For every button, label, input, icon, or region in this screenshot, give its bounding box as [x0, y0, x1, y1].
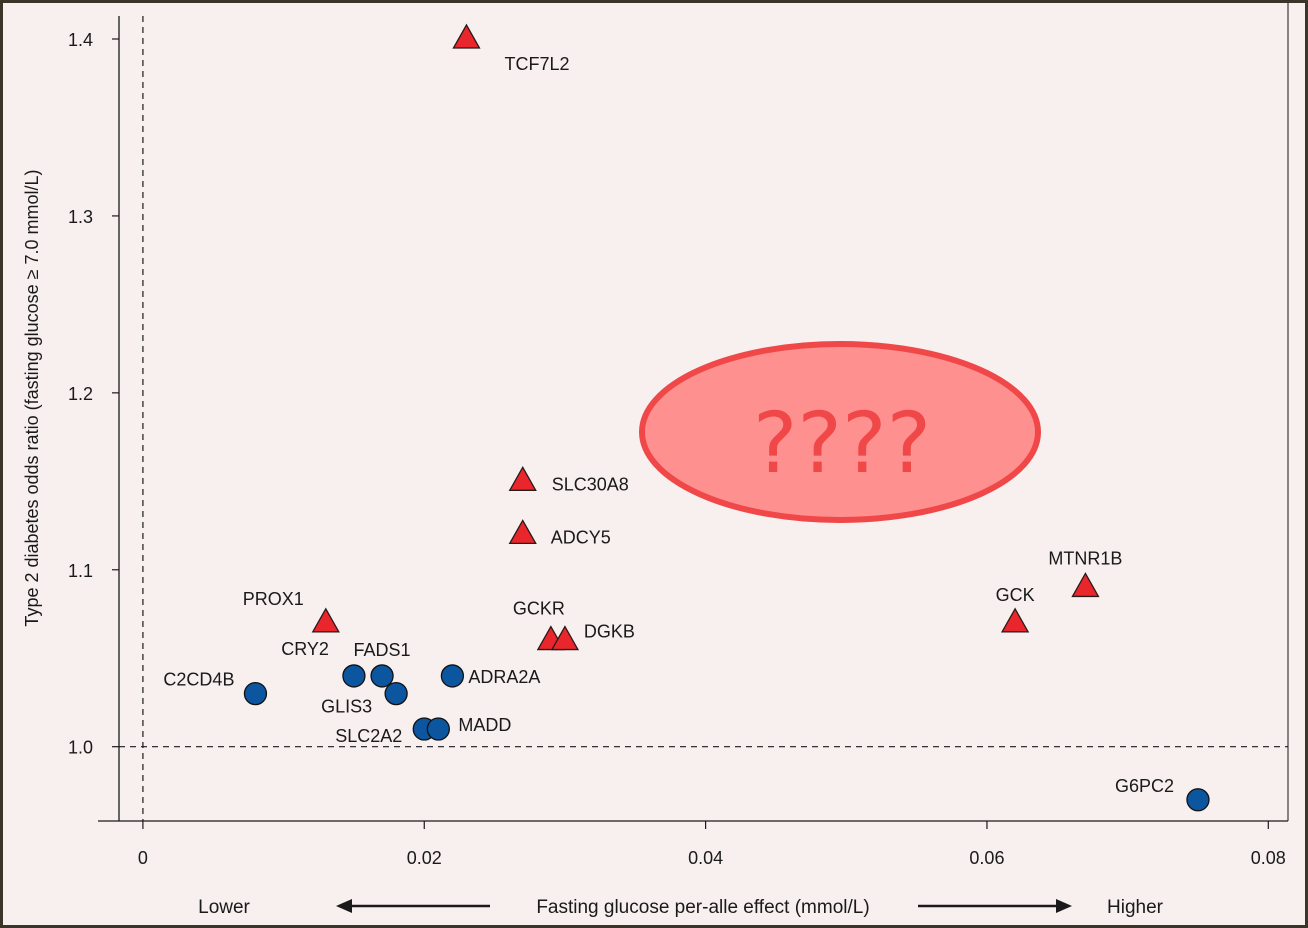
point-label-madd: MADD	[458, 715, 511, 735]
triangle-marker-tcf7l2	[452, 23, 481, 49]
point-label-adcy5: ADCY5	[551, 527, 611, 547]
x-axis-label: Fasting glucose per-alle effect (mmol/L)	[536, 897, 869, 918]
point-label-fads1: FADS1	[354, 640, 411, 660]
y-tick-label: 1.0	[68, 738, 93, 758]
triangle-marker-adcy5	[508, 519, 537, 545]
point-label-adra2a: ADRA2A	[468, 667, 540, 687]
x-tick-label: 0.04	[688, 848, 723, 868]
point-label-c2cd4b: C2CD4B	[163, 670, 234, 690]
circle-marker-adra2a	[440, 664, 465, 688]
x-tick-label: 0	[138, 848, 148, 868]
circle-marker-g6pc2	[1186, 788, 1210, 812]
mask-ellipse	[639, 341, 1041, 523]
y-tick-label: 1.3	[68, 207, 93, 227]
y-tick-label: 1.2	[68, 384, 93, 404]
point-label-mtnr1b: MTNR1B	[1048, 548, 1122, 568]
scatter-chart: 0 0.02 0.04 0.06 0.08 1.0 1.1 1.2 1.3 1.4 TCF7L2…	[22, 3, 1289, 918]
x-axis-footer: Lower Fasting glucose per-alle effect (m…	[198, 897, 1164, 918]
point-label-g6pc2: G6PC2	[1115, 776, 1174, 796]
x-tick-label: 0.06	[969, 848, 1004, 868]
circle-marker-cry2	[342, 664, 366, 688]
x-axis-ticks: 0 0.02 0.04 0.06 0.08	[138, 821, 1286, 868]
mask-text: ????	[753, 394, 931, 492]
arrow-right-icon	[918, 899, 1072, 913]
point-label-slc30a8: SLC30A8	[552, 474, 629, 494]
point-label-slc2a2: SLC2A2	[335, 726, 402, 746]
y-axis-ticks: 1.0 1.1 1.2 1.3 1.4	[68, 30, 119, 758]
triangle-marker-prox1	[311, 607, 340, 633]
point-label-tcf7l2: TCF7L2	[504, 54, 569, 74]
point-label-cry2: CRY2	[281, 639, 329, 659]
point-label-prox1: PROX1	[243, 589, 304, 609]
masked-annotation: ????	[639, 341, 1041, 523]
point-label-gck: GCK	[996, 585, 1035, 605]
point-label-dgkb: DGKB	[584, 622, 635, 642]
y-tick-label: 1.4	[68, 30, 93, 50]
triangle-marker-slc30a8	[508, 465, 537, 491]
chart-frame: 0 0.02 0.04 0.06 0.08 1.0 1.1 1.2 1.3 1.4 TCF7L2…	[3, 3, 1305, 925]
point-label-gckr: GCKR	[513, 599, 565, 619]
arrow-left-icon	[336, 899, 490, 913]
triangle-marker-gck	[1000, 607, 1030, 633]
y-axis-label: Type 2 diabetes odds ratio (fasting gluc…	[22, 169, 42, 626]
x-tick-label: 0.08	[1251, 848, 1286, 868]
data-points: TCF7L2 SLC30A8 ADCY5 PROX1 GCKR DGKB GCK MTNR1B…	[163, 23, 1210, 812]
circle-marker-c2cd4b	[243, 681, 268, 706]
circle-marker-madd	[426, 717, 450, 741]
circle-marker-fads1	[370, 664, 394, 688]
point-label-glis3: GLIS3	[321, 697, 372, 717]
x-direction-higher: Higher	[1107, 897, 1164, 918]
triangle-marker-mtnr1b	[1071, 572, 1100, 598]
triangle-marker-dgkb	[550, 625, 580, 651]
circle-marker-glis3	[384, 681, 408, 706]
x-direction-lower: Lower	[198, 897, 250, 918]
y-tick-label: 1.1	[68, 561, 93, 581]
x-tick-label: 0.02	[407, 848, 442, 868]
